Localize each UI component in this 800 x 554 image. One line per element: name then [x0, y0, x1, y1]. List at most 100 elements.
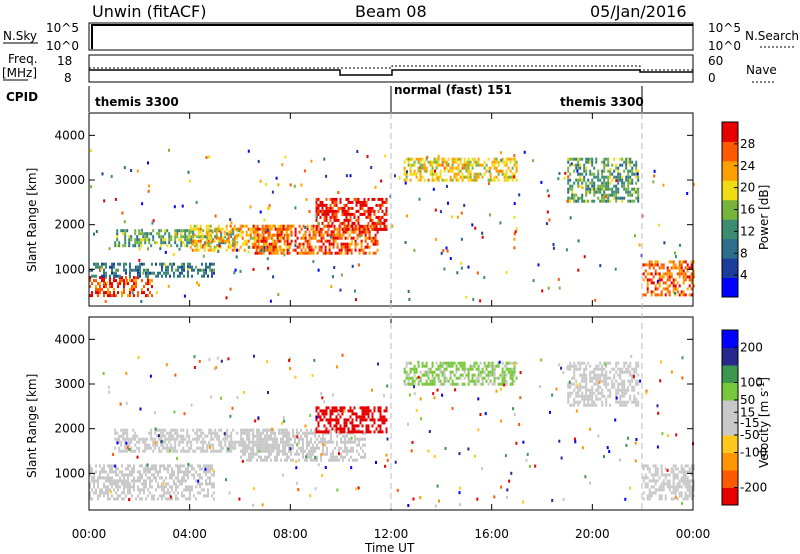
heatmap-cell-2	[302, 431, 304, 435]
heatmap-cell-1	[211, 271, 213, 275]
heatmap-cell-7	[615, 190, 618, 194]
heatmap-cell-8	[658, 278, 661, 282]
heatmap-cell-5	[367, 215, 370, 219]
heatmap-cell-0	[209, 464, 211, 468]
heatmap-cell-2	[252, 452, 254, 456]
heatmap-cell-1	[236, 431, 239, 435]
heatmap-cell-1	[228, 440, 231, 444]
heatmap-cell-0	[153, 497, 155, 501]
heatmap-cell-0	[157, 485, 159, 489]
heatmap-cell-7	[573, 193, 576, 197]
heatmap-cell-2	[128, 244, 131, 248]
heatmap-cell-2	[290, 458, 292, 462]
heatmap-scatter-cell	[325, 174, 328, 178]
heatmap-cell-3	[335, 427, 338, 431]
heatmap-cell-2	[148, 238, 151, 242]
heatmap-cell-0	[167, 470, 169, 474]
heatmap-cell-2	[174, 241, 177, 245]
heatmap-scatter-cell	[686, 192, 689, 195]
heatmap-scatter-cell	[407, 504, 410, 507]
heatmap-cell-3	[351, 409, 354, 413]
heatmap-cell-6	[423, 178, 426, 182]
heatmap-cell-5	[621, 370, 624, 374]
heatmap-cell-2	[282, 440, 284, 444]
heatmap-cell-6	[648, 494, 651, 498]
heatmap-scatter-cell	[635, 438, 638, 441]
heatmap-cell-4	[254, 227, 257, 231]
heatmap-cell-7	[617, 172, 620, 176]
heatmap-cell-5	[619, 397, 622, 401]
heatmap-cell-6	[449, 169, 452, 173]
heatmap-cell-5	[381, 197, 384, 201]
heatmap-cell-2	[118, 241, 121, 245]
heatmap-cell-2	[344, 440, 346, 444]
heatmap-cell-0	[113, 288, 115, 292]
heatmap-cell-0	[95, 285, 97, 289]
heatmap-cell-4	[443, 376, 446, 380]
heatmap-cell-4	[366, 230, 369, 234]
heatmap-cell-3	[239, 224, 242, 228]
heatmap-cell-7	[567, 181, 570, 185]
velocity-colorbar-swatch	[722, 435, 738, 453]
heatmap-scatter-cell	[309, 494, 312, 498]
heatmap-cell-8	[666, 287, 669, 291]
heatmap-scatter-cell	[460, 266, 463, 270]
heatmap-cell-1	[187, 271, 189, 275]
heatmap-scatter-cell	[407, 290, 410, 293]
heatmap-scatter-cell	[500, 158, 503, 162]
heatmap-cell-2	[294, 434, 296, 438]
heatmap-cell-2	[302, 437, 304, 441]
heatmap-cell-7	[617, 175, 620, 179]
heatmap-cell-2	[286, 458, 288, 462]
heatmap-cell-2	[190, 241, 193, 245]
heatmap-cell-6	[654, 464, 657, 468]
heatmap-cell-1	[120, 434, 123, 438]
heatmap-cell-0	[185, 479, 187, 483]
heatmap-cell-1	[171, 262, 173, 266]
heatmap-cell-4	[455, 370, 458, 374]
heatmap-cell-2	[128, 235, 131, 239]
heatmap-cell-8	[658, 293, 661, 297]
heatmap-cell-6	[497, 160, 500, 164]
heatmap-cell-1	[280, 431, 283, 435]
heatmap-cell-2	[346, 446, 348, 450]
heatmap-cell-5	[605, 400, 608, 404]
heatmap-cell-6	[443, 166, 446, 170]
heatmap-cell-8	[662, 272, 665, 276]
heatmap-cell-3	[189, 230, 192, 234]
heatmap-cell-4	[296, 251, 299, 255]
heatmap-scatter-cell	[167, 284, 170, 288]
heatmap-cell-2	[308, 452, 310, 456]
heatmap-cell-2	[338, 458, 340, 462]
heatmap-cell-6	[467, 169, 470, 173]
heatmap-cell-4	[497, 376, 500, 380]
heatmap-cell-0	[177, 491, 179, 495]
heatmap-cell-4	[280, 230, 283, 234]
heatmap-cell-2	[338, 446, 340, 450]
heatmap-cell-0	[109, 479, 111, 483]
heatmap-cell-7	[585, 181, 588, 185]
heatmap-cell-5	[625, 400, 628, 404]
heatmap-cell-4	[489, 361, 492, 365]
heatmap-cell-4	[477, 370, 480, 374]
heatmap-cell-0	[171, 467, 173, 471]
heatmap-cell-0	[89, 494, 91, 498]
heatmap-cell-0	[107, 473, 109, 477]
heatmap-cell-2	[306, 440, 308, 444]
heatmap-cell-5	[611, 382, 614, 386]
heatmap-cell-2	[318, 428, 320, 432]
heatmap-scatter-cell	[472, 297, 475, 301]
heatmap-scatter-cell	[190, 403, 193, 407]
heatmap-cell-4	[290, 224, 293, 228]
heatmap-cell-7	[585, 184, 588, 188]
heatmap-cell-0	[189, 464, 191, 468]
heatmap-scatter-cell	[147, 161, 149, 165]
heatmap-cell-2	[256, 446, 258, 450]
heatmap-cell-0	[91, 282, 93, 286]
heatmap-cell-0	[173, 470, 175, 474]
heatmap-scatter-cell	[93, 232, 95, 236]
heatmap-cell-6	[680, 476, 683, 480]
heatmap-cell-2	[302, 443, 304, 447]
heatmap-cell-6	[481, 175, 484, 179]
